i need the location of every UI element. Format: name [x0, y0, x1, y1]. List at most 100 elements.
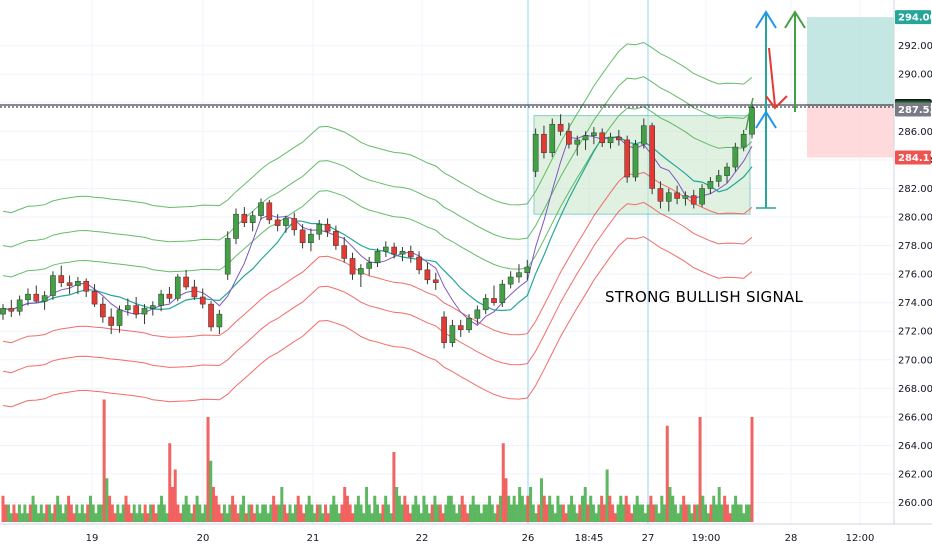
volume-bar: [444, 504, 448, 522]
volume-bar: [518, 487, 522, 522]
volume-bar: [392, 452, 396, 522]
candle-up: [149, 305, 156, 309]
volume-bar: [146, 513, 150, 522]
volume-bar: [509, 504, 513, 522]
time-tick-label: 22: [416, 533, 429, 544]
volume-bar: [734, 495, 738, 522]
volume-bar: [15, 513, 19, 522]
volume-bar: [315, 504, 319, 522]
price-tick-label: 272.00: [898, 327, 932, 338]
volume-bar: [717, 487, 721, 522]
volume-bar: [632, 504, 636, 522]
candle-down: [624, 139, 630, 178]
volume-bar: [613, 513, 617, 522]
volume-bar: [449, 495, 453, 522]
volume-bar: [348, 504, 352, 522]
candle-up: [258, 202, 264, 216]
volume-bar: [124, 495, 128, 522]
volume-bar: [745, 504, 749, 522]
volume-bar: [332, 495, 336, 522]
volume-bar: [627, 504, 631, 522]
candle-up: [358, 268, 364, 275]
candle-up: [16, 299, 23, 312]
volume-bar: [302, 513, 306, 522]
volume-bar: [591, 504, 595, 522]
chart-annotation: STRONG BULLISH SIGNAL: [605, 288, 804, 306]
candle-up: [141, 308, 148, 315]
candle-down: [541, 133, 547, 154]
volume-bar: [173, 469, 177, 522]
volume-bar: [176, 504, 180, 522]
volume-bar: [600, 495, 604, 522]
volume-bar: [736, 504, 740, 522]
volume-bar: [649, 495, 653, 522]
volume-bar: [274, 504, 278, 522]
time-tick-label: 19:00: [692, 533, 721, 544]
volume-bar: [559, 504, 563, 522]
volume-bar: [485, 504, 489, 522]
candle-up: [0, 308, 6, 315]
volume-bar: [324, 504, 328, 522]
volume-bar: [395, 487, 399, 522]
volume-bar: [529, 487, 533, 522]
candle-down: [566, 131, 572, 145]
volume-bar: [362, 513, 366, 522]
volume-bar: [414, 495, 418, 522]
time-axis[interactable]: 19 20 21 22 26 18:45 27 19:00 28 12:00: [86, 533, 875, 544]
volume-bar: [39, 504, 43, 522]
volume-bar: [545, 504, 549, 522]
volume-bar: [657, 513, 661, 522]
volume-bar: [28, 504, 32, 522]
volume-bar: [690, 513, 694, 522]
volume-bar: [340, 504, 344, 522]
volume-bar: [37, 513, 41, 522]
volume-bar: [507, 495, 511, 522]
candle-down: [199, 296, 206, 305]
volume-bar: [400, 504, 404, 522]
candle-up: [482, 298, 489, 311]
candle-up: [316, 223, 323, 235]
volume-bar: [714, 504, 718, 522]
volume-bar: [56, 495, 60, 522]
volume-bar: [4, 504, 8, 522]
time-tick-label: 28: [785, 533, 798, 544]
volume-bar: [684, 504, 688, 522]
volume-bar: [477, 504, 481, 522]
volume-bar: [345, 495, 349, 522]
candle-up: [524, 266, 531, 273]
volume-bar: [654, 504, 658, 522]
volume-bar: [630, 513, 634, 522]
price-tick-label: 270.00: [898, 355, 932, 366]
volume-bar: [403, 495, 407, 522]
volume-bar: [602, 504, 606, 522]
volume-bar: [706, 513, 710, 522]
volume-bar: [138, 504, 142, 522]
candle-up: [449, 325, 456, 343]
candle-down: [66, 282, 73, 286]
price-badge: [895, 150, 931, 165]
candle-down: [324, 223, 331, 232]
volume-bar: [72, 513, 76, 522]
volume-bar: [258, 513, 262, 522]
volume-bar: [646, 504, 650, 522]
candle-down: [616, 136, 622, 141]
volume-bar: [31, 495, 35, 522]
time-tick-label: 21: [307, 533, 320, 544]
volume-bar: [635, 495, 639, 522]
volume-bar: [578, 504, 582, 522]
volume-bar: [50, 513, 54, 522]
volume-bar: [250, 504, 254, 522]
candle-up: [308, 233, 314, 243]
volume-bar: [526, 495, 530, 522]
price-tick-label: 268.00: [898, 384, 932, 395]
volume-bar: [548, 495, 552, 522]
volume-bar: [88, 495, 92, 522]
candle-up: [665, 192, 672, 202]
volume-bar: [34, 504, 38, 522]
volume-bar: [201, 513, 205, 522]
price-axis-background: [894, 0, 932, 550]
volume-bar: [225, 513, 229, 522]
candle-up: [174, 276, 181, 299]
candle-up: [740, 133, 747, 148]
